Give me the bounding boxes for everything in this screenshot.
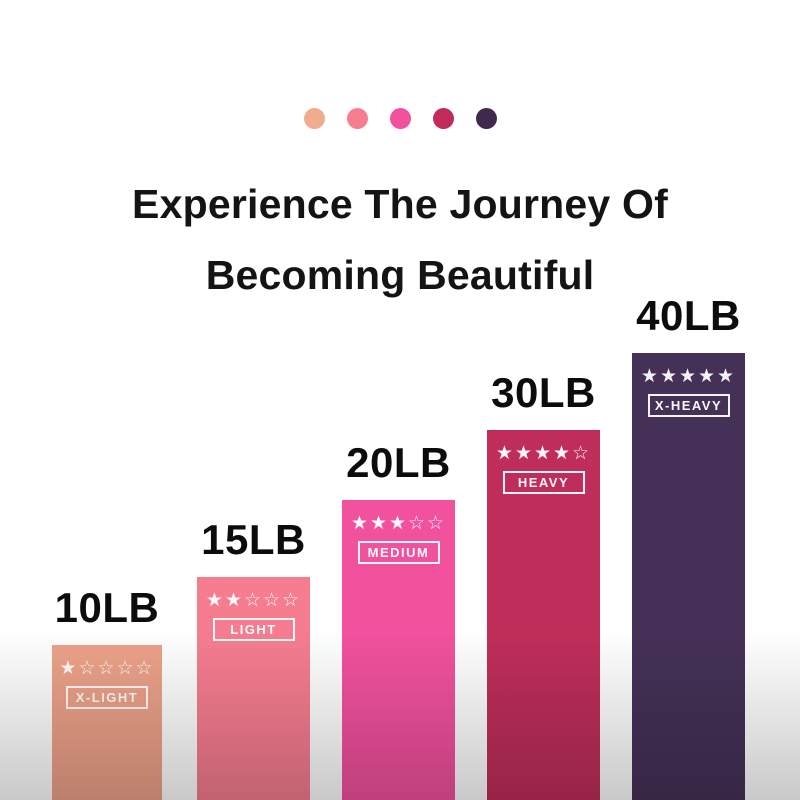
palette-dots [0, 108, 800, 129]
headline: Experience The Journey Of Becoming Beaut… [0, 169, 800, 311]
star-rating-40lb: ★★★★★ [640, 365, 737, 387]
bar-10lb: ★☆☆☆☆ X-LIGHT [52, 645, 162, 800]
bar-group-15lb: 15LB ★★☆☆☆ LIGHT [197, 518, 310, 800]
star-rating-10lb: ★☆☆☆☆ [59, 657, 155, 679]
x-light-dot-icon [303, 108, 325, 129]
tier-badge-40lb: X-HEAVY [647, 394, 730, 417]
weight-label-15lb: 15LB [201, 516, 306, 563]
tier-badge-20lb: MEDIUM [357, 541, 440, 564]
light-dot-icon [346, 108, 368, 129]
tier-badge-10lb: X-LIGHT [66, 686, 148, 709]
tier-label-10lb: X-LIGHT [75, 690, 139, 705]
star-rating-15lb: ★★☆☆☆ [205, 589, 302, 611]
bar-40lb: ★★★★★ X-HEAVY [632, 353, 745, 800]
tier-label-20lb: MEDIUM [367, 545, 430, 560]
bar-15lb: ★★☆☆☆ LIGHT [197, 577, 310, 800]
bar-group-40lb: 40LB ★★★★★ X-HEAVY [632, 294, 745, 800]
tier-badge-15lb: LIGHT [212, 618, 295, 641]
heavy-dot-icon [432, 108, 454, 129]
weight-label-40lb: 40LB [636, 292, 741, 339]
bar-20lb: ★★★☆☆ MEDIUM [342, 500, 455, 800]
tier-label-30lb: HEAVY [517, 475, 570, 490]
tier-label-15lb: LIGHT [230, 622, 277, 637]
star-rating-30lb: ★★★★☆ [495, 442, 592, 464]
star-rating-20lb: ★★★☆☆ [350, 512, 447, 534]
medium-dot-icon [389, 108, 411, 129]
bar-30lb: ★★★★☆ HEAVY [487, 430, 600, 800]
headline-line-2: Becoming Beautiful [205, 252, 595, 299]
weight-label-10lb: 10LB [54, 584, 160, 631]
bar-group-30lb: 30LB ★★★★☆ HEAVY [487, 371, 600, 800]
tier-badge-30lb: HEAVY [502, 471, 585, 494]
x-heavy-dot-icon [475, 108, 497, 129]
bar-group-10lb: 10LB ★☆☆☆☆ X-LIGHT [52, 586, 162, 800]
bar-group-20lb: 20LB ★★★☆☆ MEDIUM [342, 441, 455, 800]
weight-label-20lb: 20LB [346, 439, 451, 486]
weight-label-30lb: 30LB [491, 369, 596, 416]
headline-line-1: Experience The Journey Of [132, 181, 668, 228]
tier-label-40lb: X-HEAVY [654, 398, 723, 413]
